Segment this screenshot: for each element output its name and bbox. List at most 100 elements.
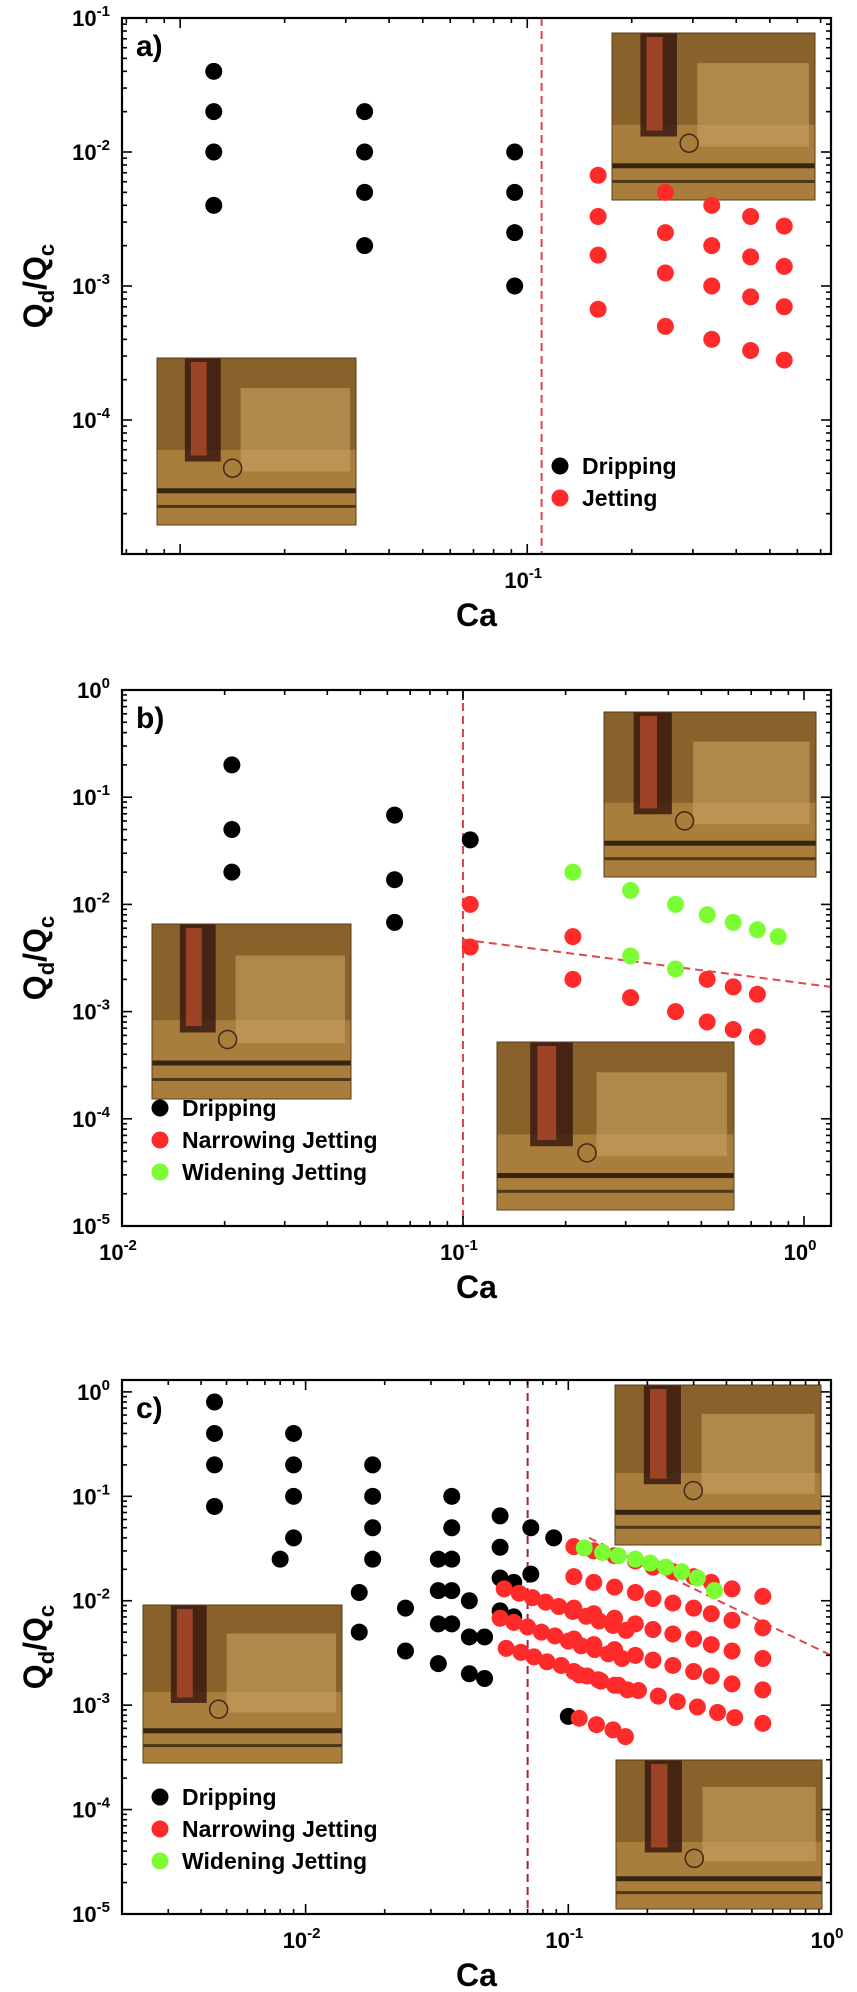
x-tick-label: 10-1 xyxy=(440,1237,478,1265)
point-narrowing-jetting xyxy=(685,1630,703,1648)
point-widening-jetting xyxy=(609,1547,627,1565)
point-narrowing-jetting xyxy=(644,1621,662,1639)
point-narrowing-jetting xyxy=(552,1656,570,1674)
point-narrowing-jetting xyxy=(748,1028,766,1046)
point-jetting xyxy=(703,277,721,295)
point-narrowing-jetting xyxy=(709,1704,727,1722)
point-dripping xyxy=(285,1529,303,1547)
point-narrowing-jetting xyxy=(626,1646,644,1664)
inset-photo-lower-left xyxy=(156,357,357,526)
point-narrowing-jetting xyxy=(585,1636,603,1654)
y-tick-label: 10-1 xyxy=(72,3,110,31)
point-dripping xyxy=(429,1615,447,1633)
point-widening-jetting xyxy=(667,960,685,978)
point-dripping xyxy=(205,196,223,214)
panel-a: 10-1 10-2 10-3 10-4 10-1 a) Ca Qd/Qc Dripping Jet… xyxy=(17,3,833,633)
point-dripping xyxy=(443,1487,461,1505)
point-widening-jetting xyxy=(769,928,787,946)
point-narrowing-jetting xyxy=(664,1625,682,1643)
point-narrowing-jetting xyxy=(546,1627,564,1645)
point-jetting xyxy=(775,298,793,316)
point-jetting xyxy=(742,208,760,226)
point-dripping xyxy=(443,1519,461,1537)
point-dripping xyxy=(429,1550,447,1568)
point-dripping xyxy=(460,1592,478,1610)
x-axis-label: Ca xyxy=(456,1957,497,1992)
inset-photo-upper-right xyxy=(611,32,816,201)
point-dripping xyxy=(506,183,524,201)
point-widening-jetting xyxy=(622,881,640,899)
point-narrowing-jetting xyxy=(723,1580,741,1598)
y-axis-label: Qd/Qc xyxy=(17,1605,59,1689)
point-dripping xyxy=(386,871,404,889)
point-narrowing-jetting xyxy=(491,1609,509,1627)
point-narrowing-jetting xyxy=(702,1667,720,1685)
point-narrowing-jetting xyxy=(685,1599,703,1617)
y-tick-label: 10-2 xyxy=(72,1586,110,1614)
point-dripping xyxy=(285,1456,303,1474)
point-narrowing-jetting xyxy=(754,1681,772,1699)
point-narrowing-jetting xyxy=(754,1714,772,1732)
point-dripping xyxy=(429,1655,447,1673)
y-tick-label: 10-5 xyxy=(72,1899,110,1927)
legend-label: Narrowing Jetting xyxy=(182,1127,378,1153)
point-dripping xyxy=(522,1519,540,1537)
point-narrowing-jetting xyxy=(564,928,582,946)
point-dripping xyxy=(271,1550,289,1568)
point-dripping xyxy=(476,1670,494,1688)
point-dripping xyxy=(491,1507,509,1525)
point-narrowing-jetting xyxy=(495,1580,513,1598)
point-narrowing-jetting xyxy=(724,1021,742,1039)
point-widening-jetting xyxy=(667,895,685,913)
point-dripping xyxy=(506,143,524,161)
point-narrowing-jetting xyxy=(550,1598,568,1616)
point-narrowing-jetting xyxy=(570,1709,588,1727)
point-narrowing-jetting xyxy=(667,1003,685,1021)
point-jetting xyxy=(775,257,793,275)
legend-marker xyxy=(151,1852,169,1870)
point-narrowing-jetting xyxy=(519,1618,537,1636)
point-narrowing-jetting xyxy=(565,1599,583,1617)
point-dripping xyxy=(443,1582,461,1600)
point-narrowing-jetting xyxy=(564,970,582,988)
point-narrowing-jetting xyxy=(587,1716,605,1734)
point-widening-jetting xyxy=(594,1543,612,1561)
point-dripping xyxy=(206,1393,224,1411)
point-narrowing-jetting xyxy=(688,1698,706,1716)
point-jetting xyxy=(703,237,721,255)
point-dripping xyxy=(206,1424,224,1442)
y-tick-label: 10-4 xyxy=(72,1104,110,1132)
legend-label: Dripping xyxy=(182,1784,277,1810)
point-dripping xyxy=(356,143,374,161)
point-jetting xyxy=(742,288,760,306)
point-narrowing-jetting xyxy=(723,1675,741,1693)
panel-c: 100 10-1 10-2 10-3 10-4 10-5 10-2 10-1 100 c) Ca Qd… xyxy=(17,1377,843,1992)
point-narrowing-jetting xyxy=(505,1613,523,1631)
y-tick-label: 100 xyxy=(77,1377,110,1405)
legend-marker xyxy=(551,457,569,475)
legend-marker xyxy=(151,1788,169,1806)
point-dripping xyxy=(223,863,241,881)
point-narrowing-jetting xyxy=(702,1636,720,1654)
y-tick-label: 10-3 xyxy=(72,1690,110,1718)
legend-label: Narrowing Jetting xyxy=(182,1816,378,1842)
point-narrowing-jetting xyxy=(754,1649,772,1667)
point-narrowing-jetting xyxy=(723,1611,741,1629)
x-axis-label: Ca xyxy=(456,1269,497,1305)
y-tick-label: 10-1 xyxy=(72,1481,110,1509)
legend: Dripping Narrowing Jetting Widening Jettin… xyxy=(151,1095,378,1185)
point-widening-jetting xyxy=(575,1539,593,1557)
point-narrowing-jetting xyxy=(685,1663,703,1681)
point-narrowing-jetting xyxy=(698,1013,716,1031)
point-widening-jetting xyxy=(688,1569,706,1587)
point-narrowing-jetting xyxy=(748,985,766,1003)
x-tick-label: 10-1 xyxy=(504,565,542,593)
y-tick-label: 100 xyxy=(77,675,110,703)
point-widening-jetting xyxy=(622,947,640,965)
point-widening-jetting xyxy=(698,906,716,924)
point-dripping xyxy=(356,103,374,121)
point-dripping xyxy=(364,1487,382,1505)
point-narrowing-jetting xyxy=(585,1573,603,1591)
point-narrowing-jetting xyxy=(622,989,640,1007)
